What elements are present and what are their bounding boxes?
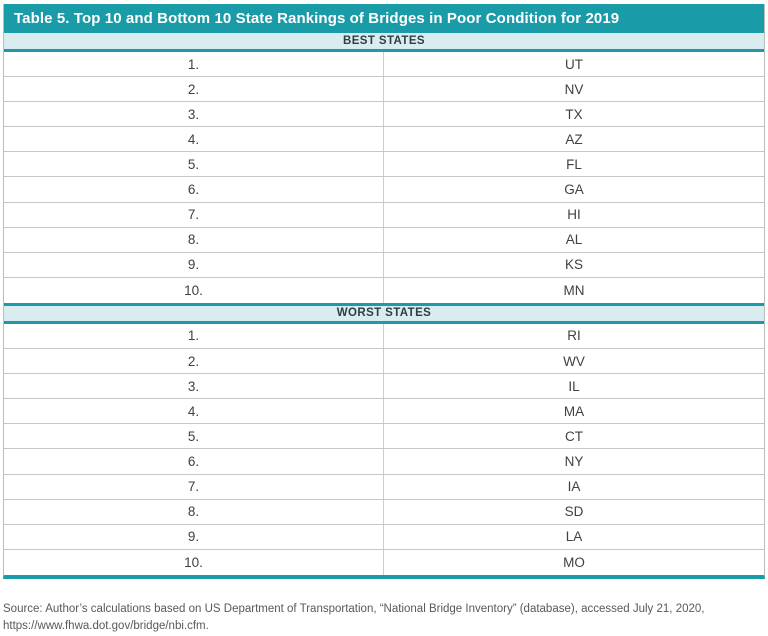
table-row: 8. SD xyxy=(4,499,764,525)
state-cell: NY xyxy=(564,453,584,469)
table-row: 3. TX xyxy=(4,102,764,128)
table-row: 6. NY xyxy=(4,449,764,475)
table-row: 7. HI xyxy=(4,202,764,228)
rank-cell: 2. xyxy=(4,349,384,374)
table-row: 5. CT xyxy=(4,424,764,450)
state-cell: SD xyxy=(564,504,584,520)
source-line-2: https://www.fhwa.dot.gov/bridge/nbi.cfm. xyxy=(3,620,209,633)
rank-cell: 6. xyxy=(4,177,384,202)
table-row: 1. UT xyxy=(4,52,764,78)
rank-cell: 5. xyxy=(4,424,384,449)
worst-states-header: WORST STATES xyxy=(4,302,764,324)
best-states-rows: 1. UT 2. NV 3. TX 4. AZ 5. FL 6. GA 7. H… xyxy=(4,52,764,303)
state-cell: MA xyxy=(563,403,585,419)
table-row: 6. GA xyxy=(4,177,764,203)
state-cell: MN xyxy=(563,282,585,298)
rank-cell: 9. xyxy=(4,252,384,277)
state-cell: CT xyxy=(565,428,583,444)
state-cell: AL xyxy=(565,232,583,248)
table-row: 7. IA xyxy=(4,474,764,500)
table-row: 2. WV xyxy=(4,349,764,375)
state-cell: MO xyxy=(563,554,585,570)
rank-cell: 5. xyxy=(4,152,384,177)
best-states-header: BEST STATES xyxy=(4,33,764,52)
rank-cell: 4. xyxy=(4,399,384,424)
state-cell: IA xyxy=(567,479,581,495)
rank-cell: 3. xyxy=(4,102,384,127)
rank-cell: 7. xyxy=(4,474,384,499)
source-note: Source: Author’s calculations based on U… xyxy=(3,601,763,636)
table-row: 9. KS xyxy=(4,252,764,278)
rank-cell: 9. xyxy=(4,524,384,549)
rank-cell: 8. xyxy=(4,227,384,252)
table-row: 10. MN xyxy=(4,277,764,303)
rank-cell: 4. xyxy=(4,127,384,152)
rank-cell: 2. xyxy=(4,77,384,102)
table-row: 3. IL xyxy=(4,374,764,400)
table-row: 4. AZ xyxy=(4,127,764,153)
rankings-table: Table 5. Top 10 and Bottom 10 State Rank… xyxy=(3,4,765,579)
worst-states-rows: 1. RI 2. WV 3. IL 4. MA 5. CT 6. NY 7. I… xyxy=(4,323,764,575)
table-row: 5. FL xyxy=(4,152,764,178)
state-cell: UT xyxy=(565,56,583,72)
source-line-1: Source: Author’s calculations based on U… xyxy=(3,603,705,615)
state-cell: LA xyxy=(565,529,583,545)
rank-cell: 6. xyxy=(4,449,384,474)
rank-cell: 1. xyxy=(4,323,384,349)
table-title: Table 5. Top 10 and Bottom 10 State Rank… xyxy=(4,4,764,33)
table-row: 2. NV xyxy=(4,77,764,103)
table-row: 9. LA xyxy=(4,524,764,550)
state-cell: AZ xyxy=(565,131,583,147)
state-cell: RI xyxy=(567,328,581,344)
state-cell: KS xyxy=(564,257,583,273)
state-cell: NV xyxy=(564,81,584,97)
state-cell: TX xyxy=(565,106,583,122)
rank-cell: 7. xyxy=(4,202,384,227)
table-row: 8. AL xyxy=(4,227,764,253)
rank-cell: 10. xyxy=(4,549,384,575)
table-row: 4. MA xyxy=(4,399,764,425)
state-cell: FL xyxy=(566,156,582,172)
best-states-section: BEST STATES 1. UT 2. NV 3. TX 4. AZ 5. F… xyxy=(4,33,764,303)
state-cell: WV xyxy=(563,353,585,369)
rank-cell: 10. xyxy=(4,277,384,303)
state-cell: GA xyxy=(564,182,584,198)
state-cell: HI xyxy=(567,207,581,223)
rank-cell: 8. xyxy=(4,499,384,524)
rank-cell: 3. xyxy=(4,374,384,399)
worst-states-section: WORST STATES 1. RI 2. WV 3. IL 4. MA 5. … xyxy=(4,302,764,575)
rank-cell: 1. xyxy=(4,52,384,77)
state-cell: IL xyxy=(568,378,580,394)
table-row: 10. MO xyxy=(4,549,764,575)
table-row: 1. RI xyxy=(4,323,764,350)
